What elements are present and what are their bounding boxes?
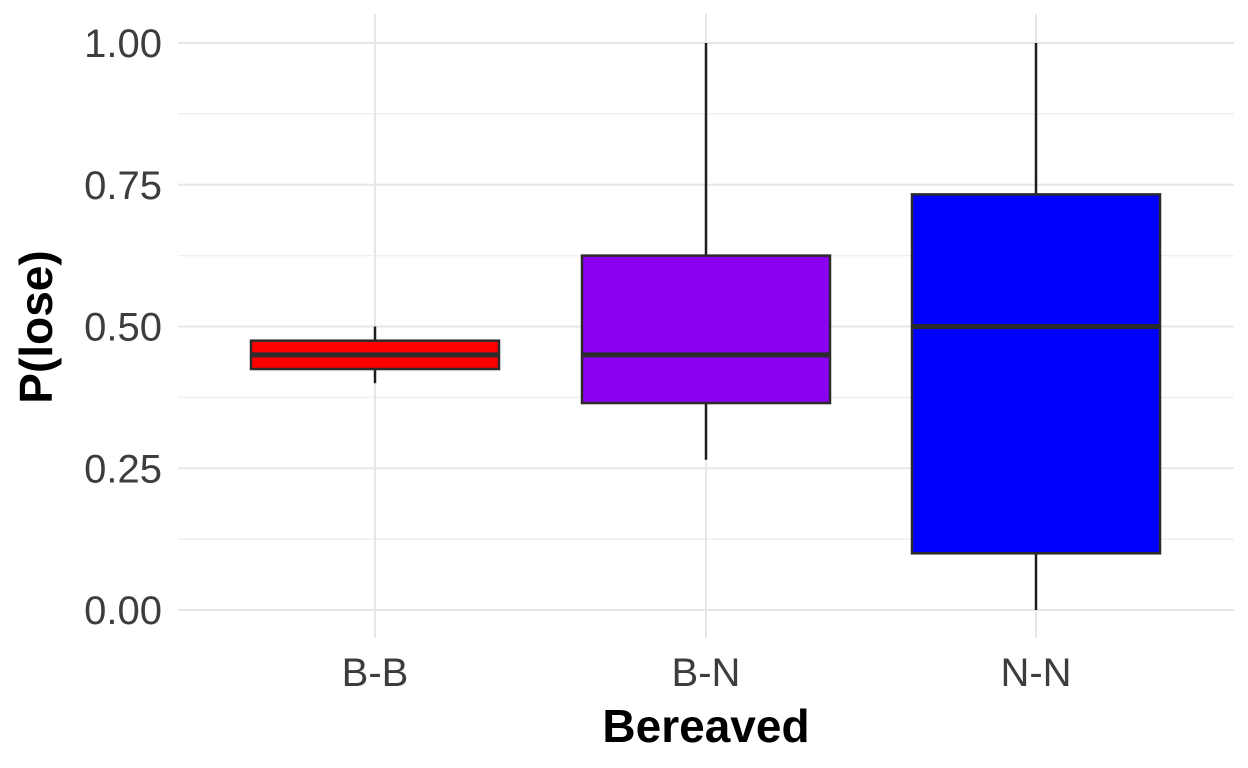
box-series bbox=[249, 43, 1162, 610]
box-iqr bbox=[580, 254, 832, 405]
y-axis-title: P(lose) bbox=[10, 250, 62, 403]
box-n-n bbox=[910, 43, 1162, 610]
y-tick-label: 0.50 bbox=[84, 306, 162, 350]
y-tick-label: 0.00 bbox=[84, 589, 162, 633]
x-axis-title: Bereaved bbox=[602, 700, 809, 752]
y-tick-label: 0.75 bbox=[84, 164, 162, 208]
y-tick-labels: 0.00 0.25 0.50 0.75 1.00 bbox=[84, 22, 162, 633]
y-tick-label: 0.25 bbox=[84, 447, 162, 491]
box-b-n bbox=[580, 43, 832, 460]
x-tick-label: B-B bbox=[342, 651, 409, 695]
x-tick-label: B-N bbox=[672, 651, 741, 695]
x-tick-label: N-N bbox=[1000, 651, 1071, 695]
box-iqr bbox=[910, 193, 1162, 555]
x-tick-labels: B-B B-N N-N bbox=[342, 651, 1072, 695]
box-b-b bbox=[249, 326, 501, 384]
y-tick-label: 1.00 bbox=[84, 22, 162, 66]
